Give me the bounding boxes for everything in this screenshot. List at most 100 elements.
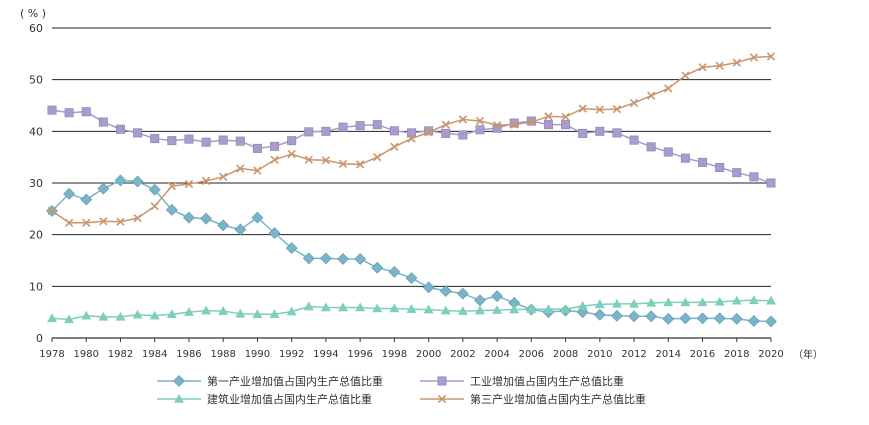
series-4-point-stroke — [390, 142, 399, 151]
x-tick-label: 2006 — [519, 349, 544, 360]
series-4-point-stroke — [64, 218, 74, 227]
series-4-point-stroke — [133, 213, 142, 223]
series-4-point-stroke — [99, 217, 108, 226]
series-3-point — [766, 295, 776, 305]
x-tick-label: 2014 — [656, 349, 681, 360]
series-4-point — [355, 160, 365, 169]
series-4-point-stroke — [629, 98, 639, 108]
series-3-point — [646, 297, 657, 307]
series-1-point — [422, 281, 435, 294]
series-1-point — [268, 227, 281, 240]
series-3-point — [355, 302, 366, 312]
x-tick-label: 2002 — [450, 349, 475, 360]
series-2-point — [389, 126, 399, 136]
series-4-point-stroke — [766, 52, 776, 61]
x-tick-label: 1988 — [210, 349, 235, 360]
x-tick-label: 1998 — [382, 349, 407, 360]
series-4-point-stroke — [304, 155, 313, 164]
series-1-point — [765, 315, 777, 328]
series-4-point — [664, 84, 673, 93]
series-4-point-stroke — [236, 164, 245, 173]
series-1-point — [131, 175, 144, 188]
series-1-point — [713, 312, 726, 325]
series-4-point-stroke — [201, 176, 211, 186]
legend-item-2: 工业增加值占国内生产总值比重 — [420, 374, 624, 388]
series-3-point — [389, 303, 400, 313]
series-3-point — [577, 300, 588, 310]
series-4-point — [681, 71, 690, 80]
x-tick-label: 1992 — [279, 349, 304, 360]
series-4-point — [150, 202, 159, 211]
x-tick-label: 1978 — [39, 349, 64, 360]
series-2-point — [458, 130, 468, 140]
x-tick-label: 2008 — [553, 349, 578, 360]
series-1-point — [645, 310, 658, 323]
x-axis-unit-label: （年） — [793, 348, 823, 361]
series-2-point — [698, 157, 708, 167]
series-4-point — [698, 63, 707, 72]
series-4-point — [475, 116, 485, 126]
y-tick-label: 0 — [36, 332, 43, 345]
series-4-point — [99, 217, 108, 226]
series-2-point — [64, 108, 74, 118]
series-2-point — [218, 135, 228, 145]
series-1-point — [80, 193, 93, 206]
series-2-point — [629, 135, 639, 145]
series-4-point — [47, 206, 57, 216]
legend-label: 建筑业增加值占国内生产总值比重 — [207, 392, 372, 406]
series-4-point-stroke — [116, 217, 125, 226]
series-3-point — [629, 298, 640, 308]
series-2-point — [133, 128, 143, 138]
series-4-point-stroke — [492, 120, 502, 130]
series-1-point — [251, 211, 264, 224]
series-2-point — [509, 118, 519, 128]
x-tick-label: 2004 — [484, 349, 509, 360]
series-4-point — [715, 61, 724, 70]
x-tick-label: 1982 — [108, 349, 133, 360]
legend-marker — [173, 375, 185, 387]
series-1-point — [730, 312, 743, 325]
legend-marker — [437, 376, 447, 386]
series-3-point — [338, 302, 349, 312]
series-2-point — [167, 136, 177, 146]
series-4-point — [458, 115, 468, 124]
x-tick-label: 2020 — [758, 349, 783, 360]
series-3-point — [372, 303, 383, 313]
series-4-point — [766, 52, 776, 61]
series-4-point-stroke — [150, 202, 159, 211]
legend: 第一产业增加值占国内生产总值比重 工业增加值占国内生产总值比重建筑业增加值占国内生… — [157, 374, 646, 406]
series-2-point — [715, 163, 725, 173]
series-3-point — [492, 305, 503, 314]
series-4-point-stroke — [698, 63, 707, 72]
series-3-point — [166, 309, 177, 318]
series-2-point — [98, 117, 108, 127]
series-1-point — [217, 219, 230, 232]
series-3-point — [320, 302, 331, 312]
series-1-point — [628, 310, 640, 323]
series-4-point — [390, 142, 399, 151]
series-4-point — [64, 218, 74, 227]
series-3-point — [235, 308, 246, 318]
series-group — [46, 52, 777, 328]
series-2-point — [355, 121, 365, 131]
series-1-point — [200, 212, 212, 225]
series-1-point — [593, 308, 606, 321]
x-tick-label: 2010 — [587, 349, 612, 360]
x-tick-label: 2000 — [416, 349, 441, 360]
y-tick-label: 30 — [29, 177, 43, 190]
series-3-point — [474, 305, 485, 315]
series-3-point — [594, 299, 605, 309]
series-4-point-stroke — [681, 71, 690, 80]
x-tick-label: 1994 — [313, 349, 338, 360]
series-2-point — [561, 120, 571, 130]
x-tick-label: 1996 — [347, 349, 372, 360]
series-4-point — [201, 176, 211, 186]
series-2-point — [81, 107, 91, 117]
series-2-point — [612, 128, 622, 138]
legend-label: 第一产业增加值占国内生产总值比重 — [207, 374, 383, 388]
series-2-point — [47, 105, 57, 115]
series-3-point — [201, 305, 212, 315]
series-4-point — [561, 112, 570, 122]
